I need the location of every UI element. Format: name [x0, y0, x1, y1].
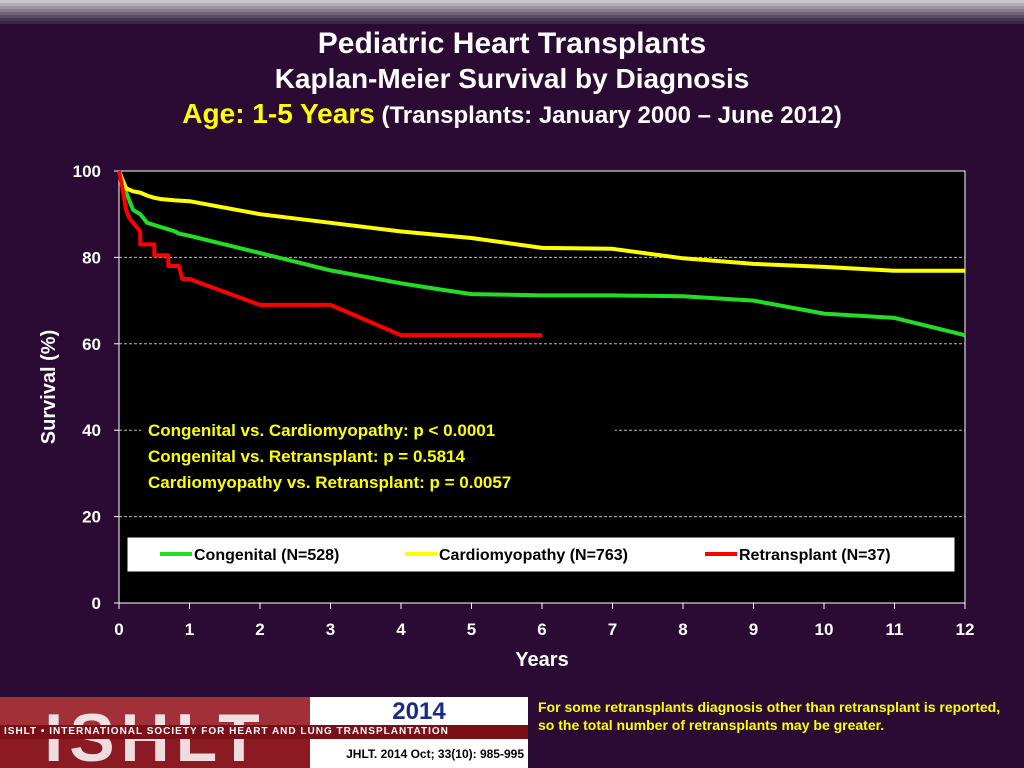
- x-tick-label: 8: [678, 620, 687, 639]
- legend-label: Congenital (N=528): [194, 547, 339, 564]
- x-tick-label: 2: [255, 620, 264, 639]
- x-tick-label: 12: [956, 620, 975, 639]
- legend-label: Cardiomyopathy (N=763): [439, 547, 628, 564]
- series-line: [117, 170, 542, 338]
- y-tick-label: 20: [82, 508, 101, 527]
- series-line: [117, 170, 966, 338]
- x-tick-label: 9: [749, 620, 758, 639]
- p-value-annotation: Congenital vs. Cardiomyopathy: p < 0.000…: [148, 421, 495, 440]
- p-value-annotation: Congenital vs. Retransplant: p = 0.5814: [148, 447, 466, 466]
- x-tick-label: 7: [608, 620, 617, 639]
- org-name-band: ISHLT • INTERNATIONAL SOCIETY FOR HEART …: [0, 725, 528, 739]
- footnote: For some retransplants diagnosis other t…: [538, 699, 1001, 733]
- y-tick-label: 60: [82, 335, 101, 354]
- x-tick-label: 3: [326, 620, 335, 639]
- ishlt-logo: ISHLT: [0, 697, 310, 768]
- x-tick-label: 5: [467, 620, 476, 639]
- plot-area: [118, 170, 966, 604]
- y-tick-label: 0: [92, 594, 101, 613]
- annotation-background: [141, 414, 615, 496]
- x-tick-label: 0: [114, 620, 123, 639]
- x-tick-label: 1: [185, 620, 194, 639]
- age-group-label: Age: 1-5 Years: [182, 98, 375, 129]
- report-year: 2014: [392, 698, 446, 725]
- x-tick-label: 11: [886, 620, 904, 639]
- y-tick-label: 100: [73, 162, 101, 181]
- series-line: [117, 170, 965, 273]
- x-tick-label: 4: [396, 620, 406, 639]
- x-axis-label: Years: [515, 649, 568, 671]
- x-tick-label: 6: [537, 620, 546, 639]
- title-line-1: Pediatric Heart Transplants: [317, 27, 707, 60]
- x-tick-label: 10: [815, 620, 834, 639]
- transplant-date-range: (Transplants: January 2000 – June 2012): [381, 102, 842, 129]
- legend-box: [126, 536, 956, 573]
- legend-label: Retransplant (N=37): [739, 547, 891, 564]
- journal-citation: JHLT. 2014 Oct; 33(10): 985-995: [346, 747, 524, 761]
- top-gradient-bar: [0, 0, 1024, 34]
- ishlt-footer: ISHLT 2014 ISHLT • INTERNATIONAL SOCIETY…: [0, 697, 528, 768]
- slide-title: Pediatric Heart Transplants Kaplan-Meier…: [0, 26, 1024, 134]
- title-line-3: Age: 1-5 Years (Transplants: January 200…: [0, 96, 1024, 134]
- p-value-annotation: Cardiomyopathy vs. Retransplant: p = 0.0…: [148, 473, 511, 492]
- y-axis-label: Survival (%): [38, 330, 60, 444]
- y-tick-label: 40: [82, 421, 101, 440]
- y-tick-label: 80: [82, 248, 101, 267]
- title-line-2: Kaplan-Meier Survival by Diagnosis: [274, 63, 750, 94]
